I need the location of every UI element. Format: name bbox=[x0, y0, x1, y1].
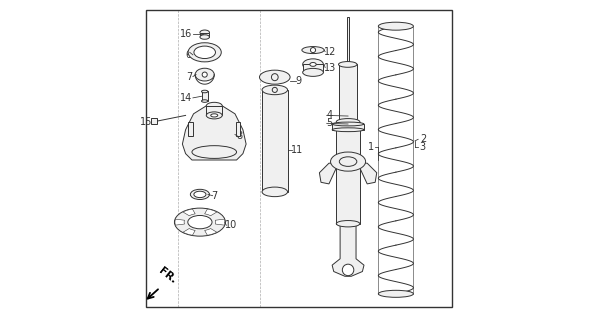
Ellipse shape bbox=[339, 61, 357, 67]
Ellipse shape bbox=[310, 62, 316, 66]
Polygon shape bbox=[204, 209, 217, 216]
Ellipse shape bbox=[174, 208, 225, 236]
Ellipse shape bbox=[336, 220, 360, 227]
Text: 7: 7 bbox=[186, 72, 192, 82]
Bar bbox=[202, 92, 208, 101]
Polygon shape bbox=[319, 163, 339, 184]
Text: FR.: FR. bbox=[157, 265, 178, 285]
Bar bbox=[347, 17, 349, 144]
Text: 7: 7 bbox=[211, 191, 217, 201]
Polygon shape bbox=[183, 106, 246, 160]
Text: 6: 6 bbox=[186, 50, 192, 60]
Ellipse shape bbox=[200, 35, 209, 39]
Ellipse shape bbox=[197, 48, 212, 57]
Text: 16: 16 bbox=[180, 29, 192, 39]
Bar bbox=[262, 90, 288, 192]
Polygon shape bbox=[183, 209, 195, 216]
Bar bbox=[303, 64, 323, 72]
Bar bbox=[206, 106, 222, 116]
Ellipse shape bbox=[206, 112, 222, 119]
Text: 13: 13 bbox=[324, 63, 336, 73]
Bar bbox=[332, 124, 364, 130]
Bar bbox=[339, 64, 357, 128]
Circle shape bbox=[342, 264, 354, 276]
Ellipse shape bbox=[303, 59, 323, 70]
Ellipse shape bbox=[330, 152, 366, 171]
Text: 8: 8 bbox=[236, 131, 243, 141]
Polygon shape bbox=[175, 219, 184, 225]
Text: 3: 3 bbox=[420, 142, 426, 152]
Ellipse shape bbox=[188, 43, 221, 62]
Text: 15: 15 bbox=[139, 117, 152, 127]
Circle shape bbox=[272, 87, 277, 92]
Bar bbox=[336, 122, 360, 224]
Ellipse shape bbox=[378, 290, 413, 297]
Text: 12: 12 bbox=[324, 47, 336, 57]
Bar bbox=[236, 122, 241, 136]
Ellipse shape bbox=[190, 189, 209, 199]
Polygon shape bbox=[358, 163, 376, 184]
Text: 2: 2 bbox=[420, 134, 426, 144]
Ellipse shape bbox=[339, 157, 357, 166]
Polygon shape bbox=[215, 219, 225, 225]
Text: 14: 14 bbox=[180, 93, 192, 103]
Bar bbox=[151, 118, 157, 124]
Ellipse shape bbox=[303, 68, 323, 76]
Text: 10: 10 bbox=[225, 220, 238, 230]
Ellipse shape bbox=[192, 146, 236, 158]
Polygon shape bbox=[332, 224, 364, 276]
Ellipse shape bbox=[336, 119, 360, 125]
Bar bbox=[188, 122, 193, 136]
Text: 1: 1 bbox=[368, 142, 375, 152]
Ellipse shape bbox=[262, 85, 288, 95]
Ellipse shape bbox=[202, 100, 208, 102]
Ellipse shape bbox=[339, 125, 357, 131]
Circle shape bbox=[202, 72, 207, 77]
Ellipse shape bbox=[271, 74, 278, 81]
Ellipse shape bbox=[194, 191, 206, 197]
Ellipse shape bbox=[378, 22, 413, 30]
Ellipse shape bbox=[194, 46, 216, 59]
Ellipse shape bbox=[188, 215, 212, 229]
Ellipse shape bbox=[206, 102, 222, 109]
Circle shape bbox=[310, 48, 316, 52]
Bar bbox=[200, 33, 209, 37]
Text: 5: 5 bbox=[326, 118, 332, 128]
Text: 11: 11 bbox=[291, 146, 303, 156]
Ellipse shape bbox=[202, 90, 208, 93]
Ellipse shape bbox=[332, 128, 364, 132]
Ellipse shape bbox=[195, 68, 215, 81]
Polygon shape bbox=[204, 228, 217, 235]
Ellipse shape bbox=[262, 187, 288, 197]
Polygon shape bbox=[183, 228, 195, 235]
Ellipse shape bbox=[211, 114, 217, 117]
Ellipse shape bbox=[196, 193, 203, 196]
Ellipse shape bbox=[200, 30, 209, 35]
Text: 4: 4 bbox=[326, 110, 332, 120]
Text: 9: 9 bbox=[296, 76, 301, 86]
Ellipse shape bbox=[332, 122, 364, 126]
Ellipse shape bbox=[302, 47, 324, 53]
Ellipse shape bbox=[259, 70, 290, 84]
